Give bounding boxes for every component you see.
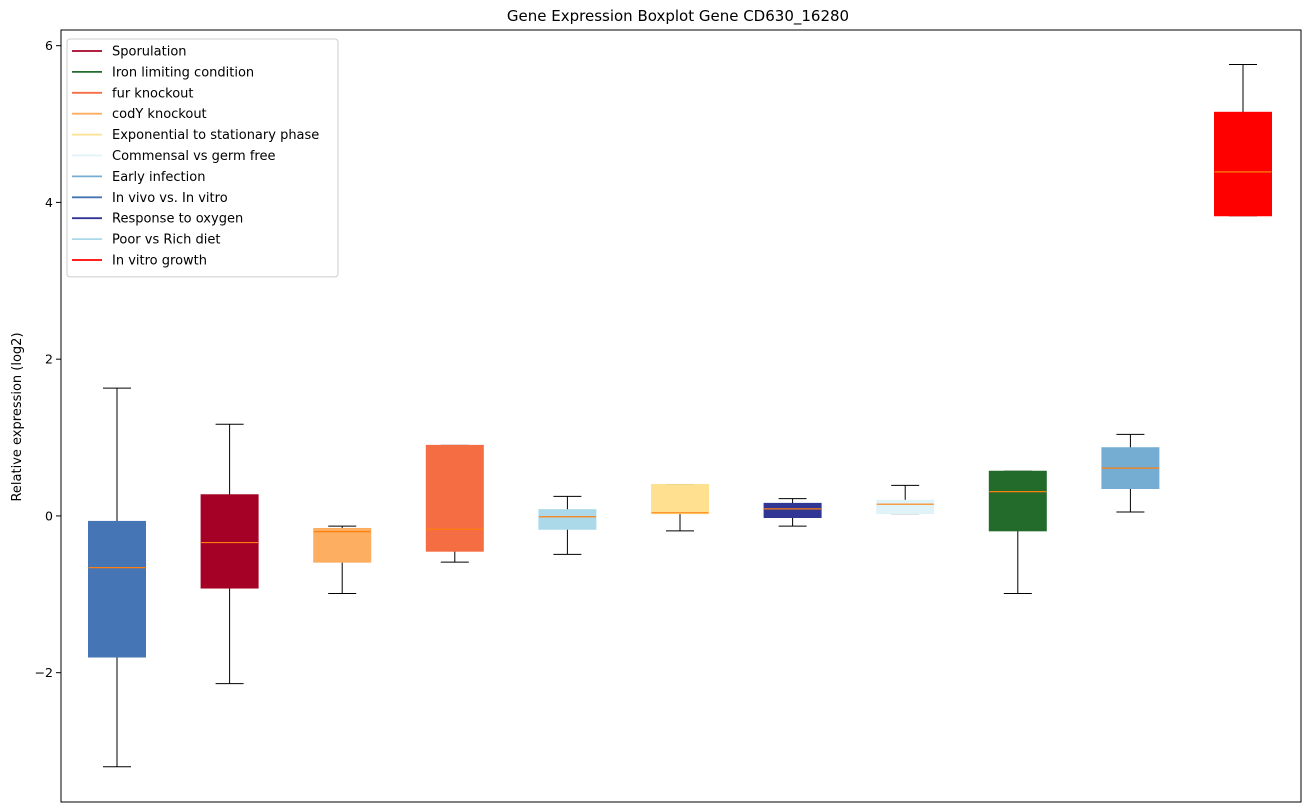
box: [313, 527, 372, 563]
legend-entry: Sporulation: [72, 45, 187, 60]
y-tick-label: 2: [45, 352, 53, 367]
legend-entry: Early infection: [72, 170, 205, 185]
legend-entry: Response to oxygen: [72, 212, 243, 227]
box-group: [988, 470, 1047, 595]
legend: Sporulation Iron limiting condition fur kn…: [66, 38, 339, 278]
box: [876, 499, 935, 515]
box-group: [200, 423, 259, 685]
box-group: [1214, 63, 1272, 217]
chart-title: Gene Expression Boxplot Gene CD630_16280: [507, 7, 849, 26]
box: [1214, 111, 1272, 217]
legend-entry: Exponential to stationary phase: [72, 128, 319, 143]
legend-label: Response to oxygen: [112, 212, 243, 227]
legend-label: Poor vs Rich diet: [112, 233, 220, 248]
plot-frame: [60, 29, 1302, 803]
box-group: [538, 495, 597, 555]
legend-entry: Poor vs Rich diet: [72, 233, 220, 248]
legend-entry: In vivo vs. In vitro: [72, 191, 228, 206]
box: [538, 509, 597, 530]
y-axis-label: Relative expression (log2): [10, 332, 25, 501]
y-tick-label: −2: [35, 665, 53, 680]
legend-label: Iron limiting condition: [112, 65, 254, 80]
legend-label: Exponential to stationary phase: [112, 128, 319, 143]
y-axis: −2 0 2 4 6: [35, 38, 61, 680]
box-group: [88, 387, 146, 768]
legend-label: fur knockout: [112, 86, 194, 101]
box-group: [763, 498, 822, 527]
legend-entry: fur knockout: [72, 86, 194, 101]
y-tick-label: 4: [45, 195, 53, 210]
legend-entry: Iron limiting condition: [72, 65, 254, 80]
legend-label: Early infection: [112, 170, 205, 185]
box: [651, 484, 709, 515]
box-group: [1101, 433, 1160, 513]
legend-label: In vitro growth: [112, 254, 207, 269]
box: [200, 494, 259, 589]
legend-entry: Commensal vs germ free: [72, 149, 275, 164]
box-group: [876, 484, 935, 515]
box: [763, 502, 822, 518]
box-group: [651, 484, 709, 532]
boxes-layer: [88, 63, 1272, 768]
legend-entry: In vitro growth: [72, 254, 207, 269]
y-tick-label: 0: [45, 508, 53, 523]
box: [425, 444, 484, 552]
y-tick-label: 6: [45, 38, 53, 53]
box-group: [425, 444, 484, 563]
legend-frame: [66, 38, 339, 278]
legend-entry: codY knockout: [72, 107, 207, 122]
box-group: [313, 525, 372, 595]
box: [88, 520, 146, 658]
legend-label: Commensal vs germ free: [112, 149, 275, 164]
legend-label: Sporulation: [112, 45, 187, 60]
legend-label: codY knockout: [112, 107, 207, 122]
box: [988, 470, 1047, 532]
legend-label: In vivo vs. In vitro: [112, 191, 228, 206]
